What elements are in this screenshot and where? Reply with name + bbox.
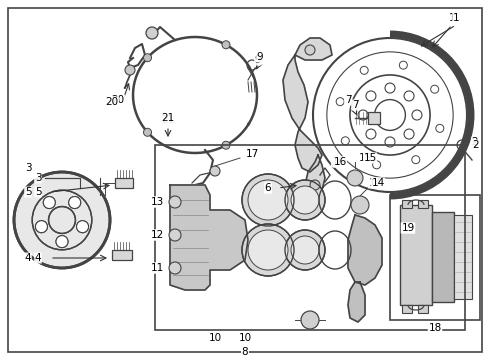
Text: 12: 12	[150, 230, 164, 240]
Circle shape	[285, 180, 325, 220]
Circle shape	[144, 128, 151, 136]
Text: 14: 14	[368, 178, 382, 188]
Text: 11: 11	[150, 263, 164, 273]
Text: 4: 4	[35, 253, 41, 263]
Text: 17: 17	[245, 149, 259, 159]
Circle shape	[76, 221, 89, 233]
Circle shape	[351, 196, 369, 214]
Circle shape	[14, 172, 110, 268]
Bar	[402, 305, 412, 313]
Text: 16: 16	[333, 157, 346, 167]
Circle shape	[169, 262, 181, 274]
Circle shape	[222, 41, 230, 49]
Text: 10: 10	[239, 333, 251, 343]
Circle shape	[43, 197, 55, 208]
Circle shape	[305, 45, 315, 55]
Bar	[418, 200, 428, 208]
Text: 21: 21	[161, 115, 174, 125]
Bar	[112, 250, 132, 260]
Text: 5: 5	[35, 187, 41, 197]
Text: 2: 2	[473, 140, 479, 150]
Circle shape	[69, 197, 81, 208]
Bar	[115, 178, 133, 188]
Bar	[418, 305, 428, 313]
Text: 21: 21	[161, 113, 174, 123]
Text: 17: 17	[245, 149, 259, 159]
Polygon shape	[170, 185, 248, 290]
Text: 6: 6	[265, 183, 271, 193]
Circle shape	[301, 311, 319, 329]
Text: 6: 6	[265, 183, 271, 193]
Text: 18: 18	[428, 323, 441, 333]
Text: 13: 13	[150, 197, 164, 207]
Text: 8: 8	[242, 347, 248, 357]
Circle shape	[169, 196, 181, 208]
Bar	[432, 212, 454, 302]
Text: 7: 7	[344, 95, 351, 105]
Text: 8: 8	[242, 347, 248, 357]
Bar	[402, 200, 412, 208]
Text: 2: 2	[472, 137, 478, 147]
Text: 19: 19	[401, 223, 415, 233]
Text: 15: 15	[364, 153, 377, 163]
Circle shape	[291, 186, 319, 214]
Text: 1: 1	[449, 13, 455, 23]
Bar	[155, 145, 465, 330]
Text: 3: 3	[24, 163, 31, 173]
Circle shape	[210, 166, 220, 176]
Bar	[390, 195, 480, 320]
Polygon shape	[348, 215, 382, 285]
Text: 10: 10	[208, 333, 221, 343]
Circle shape	[291, 236, 319, 264]
Text: 18: 18	[428, 323, 441, 333]
Circle shape	[248, 230, 288, 270]
Text: 7: 7	[352, 100, 358, 110]
Polygon shape	[283, 55, 322, 172]
Text: 1: 1	[453, 13, 459, 23]
Circle shape	[69, 197, 81, 208]
Text: 19: 19	[401, 223, 415, 233]
Text: 12: 12	[150, 230, 164, 240]
Circle shape	[222, 141, 230, 149]
Circle shape	[125, 65, 135, 75]
Circle shape	[248, 180, 288, 220]
Text: 3: 3	[35, 173, 41, 183]
Text: 20: 20	[105, 97, 119, 107]
Text: 15: 15	[358, 153, 371, 163]
Text: 9: 9	[255, 55, 261, 65]
Circle shape	[76, 221, 89, 233]
Circle shape	[56, 235, 68, 248]
Text: 5: 5	[24, 187, 31, 197]
Polygon shape	[295, 38, 332, 60]
Circle shape	[56, 235, 68, 248]
Circle shape	[242, 174, 294, 226]
Circle shape	[35, 221, 48, 233]
Circle shape	[169, 229, 181, 241]
Circle shape	[242, 224, 294, 276]
Circle shape	[310, 180, 320, 190]
Circle shape	[146, 27, 158, 39]
Bar	[400, 205, 432, 305]
Text: 14: 14	[371, 178, 385, 188]
Text: 16: 16	[331, 157, 344, 167]
Bar	[454, 215, 472, 299]
Text: 9: 9	[257, 52, 263, 62]
Text: 4: 4	[24, 253, 31, 263]
Polygon shape	[305, 155, 325, 198]
Polygon shape	[348, 282, 365, 322]
Circle shape	[285, 230, 325, 270]
Text: 20: 20	[111, 95, 124, 105]
Circle shape	[43, 197, 55, 208]
Circle shape	[347, 170, 363, 186]
Text: 11: 11	[150, 263, 164, 273]
Text: 13: 13	[150, 197, 164, 207]
Bar	[368, 112, 380, 124]
Circle shape	[144, 54, 151, 62]
Circle shape	[35, 221, 48, 233]
